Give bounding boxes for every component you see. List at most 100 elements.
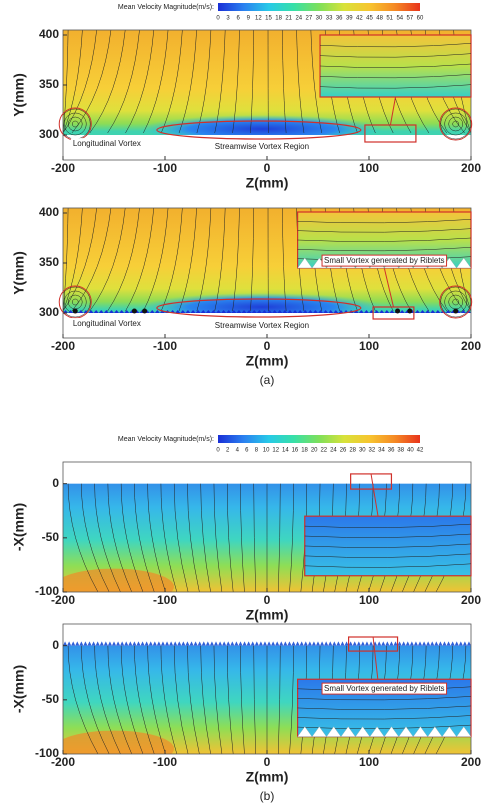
riblet	[360, 641, 365, 646]
inset-riblet	[326, 726, 342, 737]
inset-streamline	[297, 228, 472, 233]
streamline	[196, 208, 212, 312]
streamline	[214, 30, 226, 134]
streamline	[63, 30, 83, 134]
colorbar-tick-label: 20	[311, 448, 318, 454]
riblet	[297, 310, 303, 313]
colorbar-tick-label: 15	[265, 16, 272, 22]
streamline	[289, 645, 294, 754]
x-axis-title: Z(mm)	[246, 353, 289, 369]
colorbar-tick-label: 27	[306, 16, 313, 22]
annotation: Streamwise Vortex Region	[215, 321, 309, 330]
riblet	[324, 641, 329, 646]
vortex-swirl	[452, 298, 459, 306]
high-speed-region	[63, 568, 174, 592]
riblet	[169, 641, 174, 646]
riblet	[250, 641, 255, 646]
riblet	[434, 641, 439, 646]
riblet	[98, 310, 104, 313]
x-tick-label: 200	[461, 161, 481, 175]
x-axis-title: Z(mm)	[246, 769, 289, 785]
high-speed-region	[63, 730, 174, 754]
riblet	[71, 641, 76, 646]
annotation-box	[212, 320, 312, 332]
streamline	[134, 483, 155, 592]
riblet	[78, 310, 84, 313]
riblet	[426, 641, 431, 646]
riblet	[401, 641, 406, 646]
riblet	[83, 641, 88, 646]
annotation: Longitudinal Vortex	[73, 139, 141, 148]
inset-riblet	[297, 257, 313, 269]
inset-streamline	[304, 563, 472, 568]
annotation-box	[321, 254, 448, 267]
riblet	[99, 641, 104, 646]
inset-streamline	[304, 533, 472, 538]
streamline	[147, 483, 166, 592]
colorbar-tick-label: 22	[320, 448, 327, 454]
y-axis-title: Y(mm)	[11, 73, 27, 117]
riblet	[420, 310, 426, 313]
riblet	[466, 641, 471, 646]
riblet	[209, 641, 214, 646]
streamline	[94, 645, 121, 754]
streamline	[289, 483, 294, 592]
riblet	[201, 641, 206, 646]
annotation: Longitudinal Vortex	[73, 319, 141, 328]
colorbar-tick-label: 3	[226, 16, 230, 22]
colorbar-tick-label: 14	[282, 448, 289, 454]
zoom-connector	[389, 96, 397, 126]
inset-riblet	[383, 726, 400, 737]
riblet	[193, 641, 198, 646]
riblet	[323, 310, 329, 313]
riblet	[124, 641, 129, 646]
colorbar-tick-label: 10	[263, 448, 270, 454]
riblet	[87, 641, 92, 646]
colorbar-tick-label: 8	[255, 448, 259, 454]
annotation: Small Vortex generated by Riblets	[324, 256, 445, 265]
streamline	[160, 208, 183, 312]
y-tick-label: 300	[39, 127, 59, 141]
streamline	[282, 30, 287, 134]
colorbar-label: Mean Velocity Magnitude(m/s):	[118, 4, 214, 11]
y-tick-label: 350	[39, 77, 59, 91]
riblet	[160, 641, 165, 646]
riblet	[338, 310, 344, 313]
annotation-box	[212, 141, 312, 153]
riblet	[93, 310, 99, 313]
streamline	[187, 483, 200, 592]
y-axis-title: Y(mm)	[11, 251, 27, 295]
colorbar-tick-label: 30	[359, 448, 366, 454]
x-tick-label: 100	[359, 593, 379, 607]
riblet	[236, 310, 242, 313]
colorbar-tick-label: 33	[326, 16, 333, 22]
streamline	[67, 645, 99, 754]
riblet	[241, 310, 247, 313]
streamline	[213, 645, 223, 754]
riblet	[422, 641, 427, 646]
riblet	[68, 310, 74, 313]
vortex-region-outline	[156, 120, 362, 140]
riblet	[262, 641, 267, 646]
riblet	[63, 310, 69, 313]
colorbar-tick-label: 36	[336, 16, 343, 22]
riblet	[75, 641, 80, 646]
riblet	[353, 310, 359, 313]
riblet	[149, 310, 155, 313]
riblet	[363, 310, 369, 313]
streamline	[232, 208, 240, 312]
riblet	[397, 641, 402, 646]
riblet	[307, 641, 312, 646]
riblet	[216, 310, 222, 313]
x-tick-label: 0	[264, 161, 271, 175]
inset-riblet	[311, 726, 327, 737]
riblet	[218, 641, 223, 646]
riblet	[381, 641, 386, 646]
colorbar-tick-label: 12	[272, 448, 279, 454]
y-tick-label: 0	[52, 638, 59, 652]
colorbar-tick-label: 40	[407, 448, 414, 454]
colorbar-label: Mean Velocity Magnitude(m/s):	[118, 436, 214, 443]
x-tick-label: 100	[359, 755, 379, 769]
inset-riblet	[441, 726, 457, 737]
streamline	[120, 483, 144, 592]
